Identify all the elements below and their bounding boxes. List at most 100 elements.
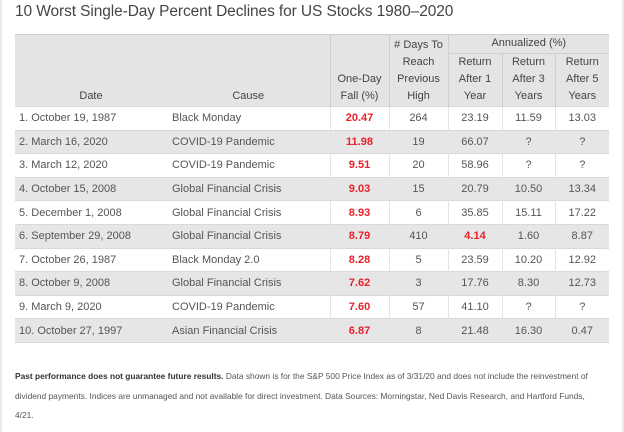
- cell-return-3yr: ?: [501, 153, 555, 178]
- cell-one-day-fall: 9.03: [329, 176, 389, 201]
- date-text: March 16, 2020: [31, 135, 108, 148]
- cell-return-3yr: ?: [501, 294, 555, 319]
- page-edge-right: [622, 0, 624, 432]
- cell-days-to-recover: 5: [388, 247, 448, 272]
- cell-one-day-fall: 7.60: [329, 294, 389, 319]
- cell-days-to-recover: 8: [388, 318, 448, 343]
- col-header-days-line2: Reach: [402, 56, 435, 68]
- cell-cause: Global Financial Crisis: [167, 271, 330, 296]
- cell-cause: COVID-19 Pandemic: [167, 153, 330, 178]
- cell-one-day-fall: 11.98: [329, 129, 389, 154]
- cell-return-1yr: 21.48: [447, 318, 502, 343]
- cell-one-day-fall: 20.47: [329, 106, 389, 131]
- footnote-disclaimer: Past performance does not guarantee futu…: [15, 371, 224, 381]
- table-row: 4. October 15, 2008 Global Financial Cris…: [15, 176, 609, 201]
- cell-date: 1. October 19, 1987: [15, 106, 167, 131]
- cell-one-day-fall: 8.93: [329, 200, 389, 225]
- cell-days-to-recover: 57: [388, 294, 448, 319]
- date-text: March 9, 2020: [31, 301, 102, 314]
- cell-return-1yr: 23.19: [447, 106, 502, 131]
- cell-days-to-recover: 264: [388, 106, 448, 131]
- rank-number: 10.: [19, 324, 35, 337]
- col-header-ret3-line2: After 3: [512, 73, 545, 85]
- rank-number: 6.: [19, 230, 29, 243]
- cell-cause: COVID-19 Pandemic: [167, 129, 330, 154]
- cell-return-5yr: 0.47: [554, 318, 609, 343]
- table-row: 1. October 19, 1987 Black Monday 20.47 264 2…: [15, 106, 609, 131]
- rank-number: 7.: [19, 253, 29, 266]
- cell-date: 6. September 29, 2008: [15, 223, 167, 249]
- date-text: October 9, 2008: [31, 277, 111, 290]
- cell-days-to-recover: 15: [388, 176, 448, 201]
- declines-table: Date Cause One-Day Fall (%) # Days To Re…: [15, 34, 609, 343]
- col-header-cause: Cause: [167, 34, 330, 107]
- col-header-days-line3: Previous: [397, 73, 440, 85]
- col-header-fall-line2: Fall (%): [340, 90, 379, 102]
- cell-cause: COVID-19 Pandemic: [167, 294, 330, 319]
- cell-date: 2. March 16, 2020: [15, 129, 167, 154]
- date-text: September 29, 2008: [31, 230, 131, 243]
- cell-return-3yr: 11.59: [501, 106, 555, 131]
- table-row: 7. October 26, 1987 Black Monday 2.0 8.28 5…: [15, 247, 609, 272]
- table-body: 1. October 19, 1987 Black Monday 20.47 264 2…: [15, 106, 609, 343]
- col-header-ret3: Return After 3 Years: [501, 53, 555, 107]
- cell-one-day-fall: 8.28: [329, 247, 389, 272]
- table-row: 5. December 1, 2008 Global Financial Cris…: [15, 200, 609, 225]
- cell-date: 10. October 27, 1997: [15, 318, 167, 343]
- cell-return-1yr: 17.76: [447, 271, 502, 296]
- header-row: Return After 1 Year Return After 3 Years…: [15, 53, 609, 107]
- col-header-ret5-line1: Return: [565, 56, 599, 68]
- footnote: Past performance does not guarantee futu…: [15, 367, 605, 426]
- col-header-days-line4: High: [407, 90, 430, 102]
- cell-return-3yr: 10.50: [501, 176, 555, 201]
- col-group-annualized: Annualized (%): [447, 34, 609, 54]
- cell-cause: Black Monday 2.0: [167, 247, 330, 272]
- table-row: 9. March 9, 2020 COVID-19 Pandemic 7.60 57 4…: [15, 294, 609, 319]
- col-header-ret5-line2: After 5: [566, 73, 599, 85]
- col-header-days: # Days To Reach Previous High: [388, 34, 448, 107]
- cell-return-1yr: 4.14: [447, 223, 502, 249]
- cell-return-5yr: 17.22: [554, 200, 609, 225]
- cell-days-to-recover: 20: [388, 153, 448, 178]
- col-header-ret5: Return After 5 Years: [554, 53, 609, 107]
- cell-one-day-fall: 6.87: [329, 318, 389, 343]
- rank-number: 4.: [19, 183, 29, 196]
- cell-return-5yr: ?: [554, 153, 609, 178]
- cell-date: 3. March 12, 2020: [15, 153, 167, 178]
- date-text: October 26, 1987: [31, 253, 117, 266]
- col-header-days-line1: # Days To: [394, 39, 443, 51]
- col-header-ret1-line3: Year: [463, 90, 487, 102]
- cell-cause: Global Financial Crisis: [167, 200, 330, 225]
- rank-number: 2.: [19, 135, 29, 148]
- cell-return-1yr: 23.59: [447, 247, 502, 272]
- cell-return-1yr: 58.96: [447, 153, 502, 178]
- table-row: 8. October 9, 2008 Global Financial Crisi…: [15, 271, 609, 296]
- page-edge-left: [0, 0, 2, 432]
- date-text: October 15, 2008: [31, 183, 117, 196]
- cell-date: 8. October 9, 2008: [15, 271, 167, 296]
- cell-cause: Asian Financial Crisis: [167, 318, 330, 343]
- cell-return-3yr: 16.30: [501, 318, 555, 343]
- page-title: 10 Worst Single-Day Percent Declines for…: [15, 3, 454, 20]
- cell-return-1yr: 35.85: [447, 200, 502, 225]
- cell-one-day-fall: 9.51: [329, 153, 389, 178]
- rank-number: 9.: [19, 301, 29, 314]
- col-header-fall-line1: One-Day: [337, 73, 382, 85]
- cell-date: 7. October 26, 1987: [15, 247, 167, 272]
- table-row: 6. September 29, 2008 Global Financial Cr…: [15, 223, 609, 249]
- cell-cause: Global Financial Crisis: [167, 176, 330, 201]
- cell-return-1yr: 20.79: [447, 176, 502, 201]
- cell-one-day-fall: 8.79: [329, 223, 389, 249]
- cell-return-5yr: ?: [554, 129, 609, 154]
- cell-return-5yr: 13.34: [554, 176, 609, 201]
- col-header-ret3-line1: Return: [511, 56, 546, 68]
- rank-number: 1.: [19, 112, 29, 125]
- cell-date: 4. October 15, 2008: [15, 176, 167, 201]
- cell-return-1yr: 66.07: [447, 129, 502, 154]
- cell-date: 5. December 1, 2008: [15, 200, 167, 225]
- col-header-date: Date: [15, 34, 167, 107]
- table-row: 10. October 27, 1997 Asian Financial Cris…: [15, 318, 609, 343]
- cell-return-5yr: 8.87: [554, 223, 609, 249]
- cell-date: 9. March 9, 2020: [15, 294, 167, 319]
- date-text: March 12, 2020: [31, 159, 108, 172]
